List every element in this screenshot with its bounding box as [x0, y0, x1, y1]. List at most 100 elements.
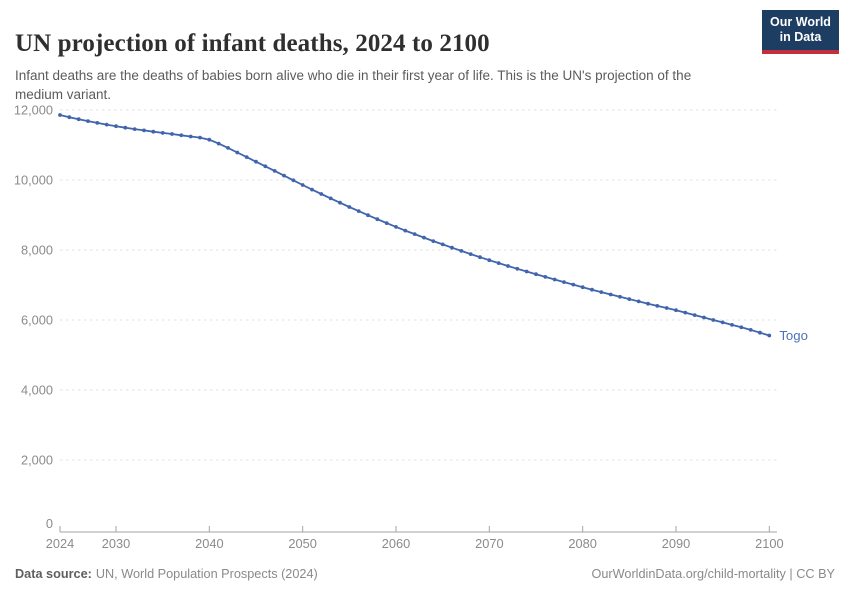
- data-point[interactable]: [412, 232, 417, 237]
- data-point[interactable]: [375, 217, 380, 222]
- data-point[interactable]: [263, 164, 268, 169]
- data-point[interactable]: [95, 121, 100, 125]
- y-tick-label: 10,000: [14, 172, 53, 187]
- data-point[interactable]: [338, 200, 342, 205]
- owid-logo[interactable]: Our World in Data: [762, 10, 839, 54]
- data-point[interactable]: [235, 150, 240, 155]
- data-point[interactable]: [459, 249, 464, 253]
- x-tick-label: 2090: [662, 536, 690, 551]
- data-point[interactable]: [674, 308, 678, 313]
- data-point[interactable]: [702, 315, 706, 320]
- y-tick-label: 4,000: [21, 382, 53, 397]
- data-point[interactable]: [179, 133, 184, 138]
- y-tick-label: 2,000: [21, 452, 53, 467]
- data-point[interactable]: [328, 196, 333, 201]
- data-point[interactable]: [431, 239, 436, 244]
- series-entity-label[interactable]: Togo: [779, 328, 808, 343]
- data-point[interactable]: [272, 169, 277, 173]
- data-point[interactable]: [244, 155, 249, 160]
- data-point[interactable]: [655, 304, 660, 308]
- data-point[interactable]: [366, 213, 370, 218]
- data-point[interactable]: [216, 141, 221, 146]
- data-point[interactable]: [590, 287, 594, 292]
- data-point[interactable]: [440, 242, 445, 247]
- data-point[interactable]: [468, 252, 473, 256]
- data-point[interactable]: [767, 333, 772, 338]
- data-point[interactable]: [198, 135, 202, 140]
- data-point[interactable]: [76, 117, 81, 122]
- line-chart: 0 2,000 4,000 6,000 8,000 10,000 12,000 2024 203…: [14, 102, 808, 551]
- data-source-line: Data source: UN, World Population Prospec…: [15, 567, 318, 581]
- data-point[interactable]: [478, 255, 482, 260]
- data-point[interactable]: [170, 132, 174, 136]
- data-point[interactable]: [384, 221, 389, 226]
- data-point[interactable]: [646, 301, 650, 306]
- data-point[interactable]: [207, 137, 212, 142]
- credit-link[interactable]: OurWorldinData.org/child-mortality | CC …: [591, 567, 836, 581]
- data-point[interactable]: [739, 325, 744, 330]
- data-point[interactable]: [711, 318, 716, 322]
- data-point[interactable]: [608, 292, 613, 297]
- owid-logo-line2: in Data: [779, 30, 822, 45]
- data-point[interactable]: [664, 306, 669, 310]
- y-tick-label: 0: [46, 516, 53, 531]
- data-point[interactable]: [310, 187, 314, 192]
- x-tick-label: 2060: [382, 536, 410, 551]
- data-point[interactable]: [86, 119, 90, 123]
- data-point[interactable]: [151, 129, 156, 134]
- data-point[interactable]: [758, 330, 762, 335]
- data-point[interactable]: [692, 313, 697, 317]
- data-point[interactable]: [748, 328, 753, 332]
- data-point[interactable]: [571, 282, 576, 287]
- data-point[interactable]: [450, 245, 454, 250]
- data-point[interactable]: [627, 297, 632, 301]
- data-point[interactable]: [114, 124, 118, 129]
- x-tick-label: 2024: [46, 536, 74, 551]
- data-point[interactable]: [403, 228, 408, 233]
- data-point[interactable]: [524, 269, 529, 274]
- data-point[interactable]: [319, 192, 324, 196]
- data-point[interactable]: [720, 320, 725, 325]
- x-tick-label: 2050: [288, 536, 316, 551]
- data-point[interactable]: [422, 235, 426, 240]
- data-point[interactable]: [683, 310, 688, 315]
- data-point[interactable]: [543, 275, 548, 279]
- data-point[interactable]: [291, 178, 296, 183]
- data-point[interactable]: [160, 131, 165, 135]
- data-point[interactable]: [506, 264, 510, 268]
- data-point[interactable]: [394, 225, 398, 229]
- data-point[interactable]: [188, 134, 193, 139]
- page-title: UN projection of infant deaths, 2024 to …: [15, 29, 490, 57]
- data-point[interactable]: [562, 280, 566, 284]
- data-point[interactable]: [104, 122, 109, 127]
- x-tick-label: 2040: [195, 536, 223, 551]
- data-point[interactable]: [132, 127, 137, 131]
- data-point[interactable]: [282, 173, 286, 178]
- x-tick-label: 2070: [475, 536, 503, 551]
- data-point[interactable]: [300, 183, 305, 187]
- data-point[interactable]: [356, 209, 361, 214]
- data-point[interactable]: [67, 115, 72, 120]
- data-point[interactable]: [142, 128, 146, 133]
- data-point[interactable]: [552, 277, 557, 282]
- y-tick-label: 8,000: [21, 242, 53, 257]
- data-point[interactable]: [254, 159, 258, 164]
- data-point[interactable]: [496, 261, 501, 265]
- data-source-value: UN, World Population Prospects (2024): [95, 567, 318, 581]
- data-point[interactable]: [534, 272, 538, 277]
- data-point[interactable]: [636, 299, 641, 304]
- data-source-label: Data source:: [15, 567, 92, 581]
- chart-subtitle: Infant deaths are the deaths of babies b…: [15, 67, 692, 103]
- data-point[interactable]: [515, 266, 520, 271]
- x-tick-label: 2100: [755, 536, 783, 551]
- data-point[interactable]: [226, 146, 230, 150]
- data-point[interactable]: [618, 294, 622, 299]
- data-point[interactable]: [730, 323, 734, 327]
- data-point[interactable]: [599, 290, 604, 294]
- data-point[interactable]: [580, 285, 585, 290]
- data-point[interactable]: [123, 125, 128, 130]
- data-point[interactable]: [487, 258, 492, 263]
- data-point[interactable]: [58, 113, 62, 117]
- data-point[interactable]: [347, 205, 352, 209]
